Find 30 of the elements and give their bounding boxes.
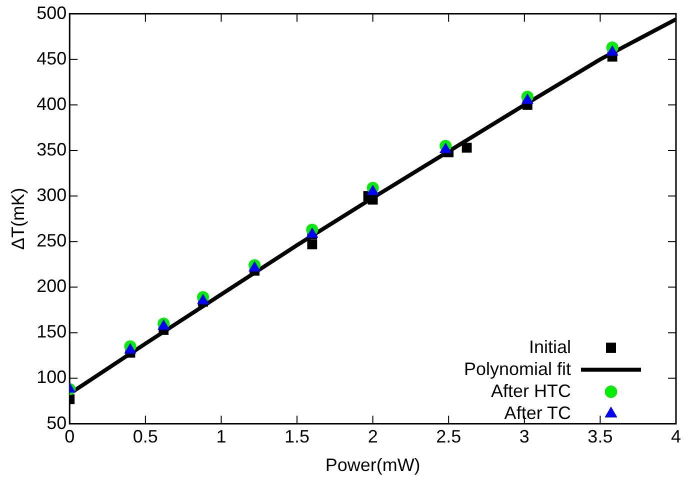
- point: [368, 194, 378, 205]
- y-axis-title: ΔT(mK): [8, 188, 28, 250]
- y-tick-label: 450: [36, 48, 67, 68]
- y-tick-label: 300: [36, 184, 67, 205]
- x-tick-label: 1: [216, 426, 226, 447]
- y-tick-label: 200: [36, 276, 67, 296]
- y-tick-label: 50: [46, 412, 67, 433]
- x-tick-label: 1.5: [284, 426, 310, 447]
- y-tick-label: 500: [36, 2, 67, 23]
- point: [606, 45, 618, 56]
- x-tick-label: 3.5: [588, 426, 613, 447]
- y-tick-label: 150: [36, 322, 67, 342]
- x-tick-label: 0: [64, 426, 75, 447]
- point: [440, 142, 452, 154]
- x-tick-label: 3: [519, 426, 530, 447]
- legend-label: Polynomial fit: [464, 358, 571, 379]
- y-tick-label: 350: [36, 139, 67, 160]
- x-tick-label: 0.5: [132, 426, 158, 447]
- y-tick-label: 400: [36, 94, 67, 114]
- x-axis-title: Power(mW): [325, 455, 420, 476]
- y-tick-label: 100: [36, 367, 67, 388]
- x-tick-label: 2: [368, 426, 378, 447]
- point: [462, 142, 472, 153]
- point: [307, 239, 318, 250]
- x-tick-label: 2.5: [436, 426, 462, 447]
- y-tick-label: 250: [36, 230, 67, 251]
- legend-label: After TC: [504, 402, 571, 423]
- legend-label: After HTC: [490, 380, 571, 401]
- legend-label: Initial: [528, 336, 571, 357]
- x-tick-label: 4: [670, 426, 681, 447]
